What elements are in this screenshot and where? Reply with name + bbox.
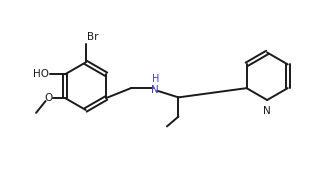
Text: HO: HO xyxy=(33,69,49,79)
Text: N: N xyxy=(151,85,159,95)
Text: H: H xyxy=(152,74,160,84)
Text: Br: Br xyxy=(87,32,99,42)
Text: N: N xyxy=(263,106,271,116)
Text: O: O xyxy=(44,93,53,103)
